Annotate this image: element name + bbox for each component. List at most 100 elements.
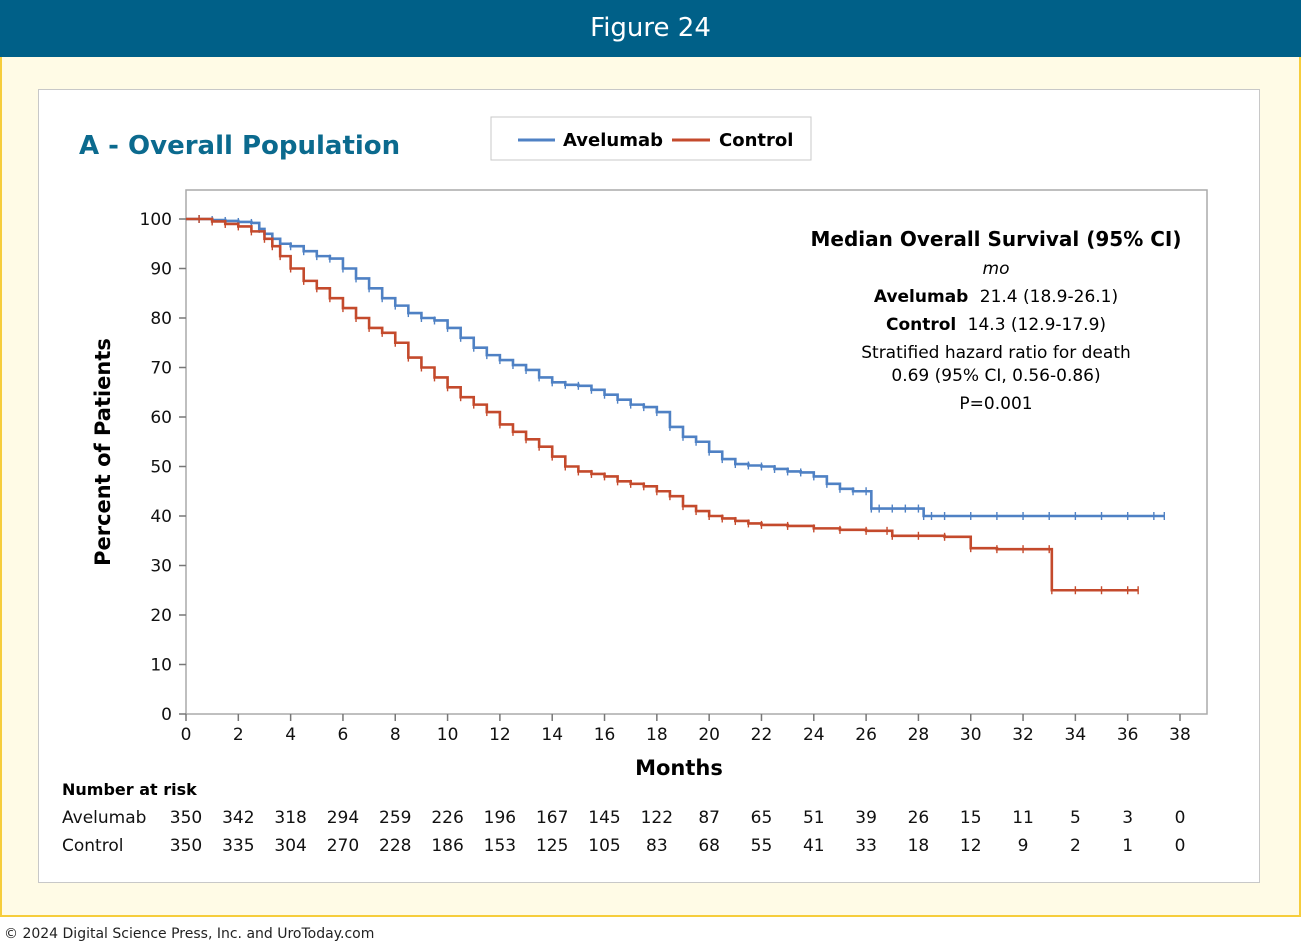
risk-value: 335 — [222, 836, 254, 856]
x-tick-label: 12 — [489, 725, 511, 745]
x-tick-label: 8 — [390, 725, 401, 745]
risk-value: 294 — [327, 808, 359, 828]
risk-value: 167 — [536, 808, 568, 828]
risk-value: 1 — [1122, 836, 1133, 856]
y-axis: 0 10 20 30 40 50 60 70 80 90 100 — [140, 210, 186, 725]
annotation-avelumab: Avelumab 21.4 (18.9-26.1) — [874, 287, 1118, 307]
risk-value: 125 — [536, 836, 568, 856]
x-tick-label: 6 — [338, 725, 349, 745]
risk-value: 350 — [170, 836, 202, 856]
risk-value: 87 — [698, 808, 720, 828]
risk-value: 304 — [274, 836, 306, 856]
x-tick-label: 36 — [1117, 725, 1139, 745]
annotation-control-label: Control — [886, 315, 956, 335]
annotation-avelumab-value: 21.4 (18.9-26.1) — [980, 287, 1118, 307]
y-tick-label: 20 — [150, 606, 172, 626]
x-axis-label: Months — [635, 756, 723, 780]
risk-value: 122 — [641, 808, 673, 828]
figure-header: Figure 24 — [0, 0, 1301, 57]
annotation-avelumab-label: Avelumab — [874, 287, 968, 307]
number-at-risk-table: Number at risk Avelumab 350 342 318 294 259 22… — [62, 780, 1185, 856]
y-tick-label: 10 — [150, 656, 172, 676]
risk-value: 33 — [855, 836, 877, 856]
figure-title: Figure 24 — [590, 13, 711, 43]
x-tick-label: 28 — [908, 725, 930, 745]
risk-value: 9 — [1018, 836, 1029, 856]
y-axis-label: Percent of Patients — [91, 338, 115, 566]
risk-row-label: Control — [62, 836, 123, 856]
y-tick-label: 40 — [150, 507, 172, 527]
risk-value: 196 — [484, 808, 516, 828]
risk-value: 105 — [588, 836, 620, 856]
x-tick-label: 0 — [181, 725, 192, 745]
risk-value: 0 — [1175, 808, 1186, 828]
legend: Avelumab Control — [490, 116, 812, 161]
series-line-control — [186, 217, 1139, 592]
x-tick-label: 30 — [960, 725, 982, 745]
annotation-p-value: P=0.001 — [959, 394, 1032, 414]
y-tick-label: 70 — [150, 359, 172, 379]
risk-value: 2 — [1070, 836, 1081, 856]
plot-area — [185, 189, 1208, 715]
y-tick-label: 50 — [150, 458, 172, 478]
risk-value: 270 — [327, 836, 359, 856]
x-tick-label: 32 — [1012, 725, 1034, 745]
y-tick-label: 90 — [150, 260, 172, 280]
risk-value: 11 — [1012, 808, 1034, 828]
y-tick-label: 60 — [150, 408, 172, 428]
risk-value: 228 — [379, 836, 411, 856]
annotation-hr-line1: Stratified hazard ratio for death — [861, 343, 1131, 363]
annotation-heading: Median Overall Survival (95% CI) — [811, 227, 1182, 251]
risk-value: 226 — [431, 808, 463, 828]
risk-value: 39 — [855, 808, 877, 828]
legend-label-avelumab: Avelumab — [563, 130, 663, 151]
risk-value: 145 — [588, 808, 620, 828]
x-tick-label: 10 — [437, 725, 459, 745]
x-tick-label: 18 — [646, 725, 668, 745]
risk-value: 318 — [274, 808, 306, 828]
y-tick-label: 80 — [150, 309, 172, 329]
x-axis: 0 2 4 6 8 10 12 14 16 18 20 22 24 26 28 30 32 34 36 38 — [181, 714, 1191, 745]
risk-value: 259 — [379, 808, 411, 828]
risk-value: 83 — [646, 836, 668, 856]
x-tick-label: 34 — [1065, 725, 1087, 745]
risk-value: 15 — [960, 808, 982, 828]
annotation-control-value: 14.3 (12.9-17.9) — [968, 315, 1106, 335]
x-tick-label: 22 — [751, 725, 773, 745]
legend-label-control: Control — [719, 130, 793, 151]
risk-value: 65 — [751, 808, 773, 828]
y-tick-label: 0 — [161, 705, 172, 725]
x-tick-label: 2 — [233, 725, 244, 745]
annotation-hr-line2: 0.69 (95% CI, 0.56-0.86) — [891, 366, 1100, 386]
y-tick-label: 30 — [150, 557, 172, 577]
risk-table-title: Number at risk — [62, 780, 197, 799]
risk-value: 342 — [222, 808, 254, 828]
x-tick-label: 26 — [855, 725, 877, 745]
annotation-unit: mo — [983, 259, 1010, 279]
risk-value: 68 — [698, 836, 720, 856]
x-tick-label: 38 — [1169, 725, 1191, 745]
x-tick-label: 14 — [541, 725, 563, 745]
risk-value: 26 — [908, 808, 930, 828]
risk-value: 153 — [484, 836, 516, 856]
risk-value: 350 — [170, 808, 202, 828]
risk-value: 51 — [803, 808, 825, 828]
y-tick-label: 100 — [140, 210, 172, 230]
risk-value: 41 — [803, 836, 825, 856]
x-tick-label: 4 — [285, 725, 296, 745]
risk-value: 186 — [431, 836, 463, 856]
panel-subtitle: A - Overall Population — [79, 131, 400, 161]
x-tick-label: 16 — [594, 725, 616, 745]
risk-row-label: Avelumab — [62, 808, 146, 828]
x-tick-label: 20 — [698, 725, 720, 745]
risk-value: 3 — [1122, 808, 1133, 828]
x-tick-label: 24 — [803, 725, 825, 745]
annotation-control: Control 14.3 (12.9-17.9) — [886, 315, 1106, 335]
risk-value: 55 — [751, 836, 773, 856]
risk-value: 18 — [908, 836, 930, 856]
risk-value: 0 — [1175, 836, 1186, 856]
risk-value: 12 — [960, 836, 982, 856]
median-os-annotation: Median Overall Survival (95% CI) mo Avel… — [811, 227, 1182, 414]
copyright-footer: © 2024 Digital Science Press, Inc. and U… — [4, 926, 375, 942]
